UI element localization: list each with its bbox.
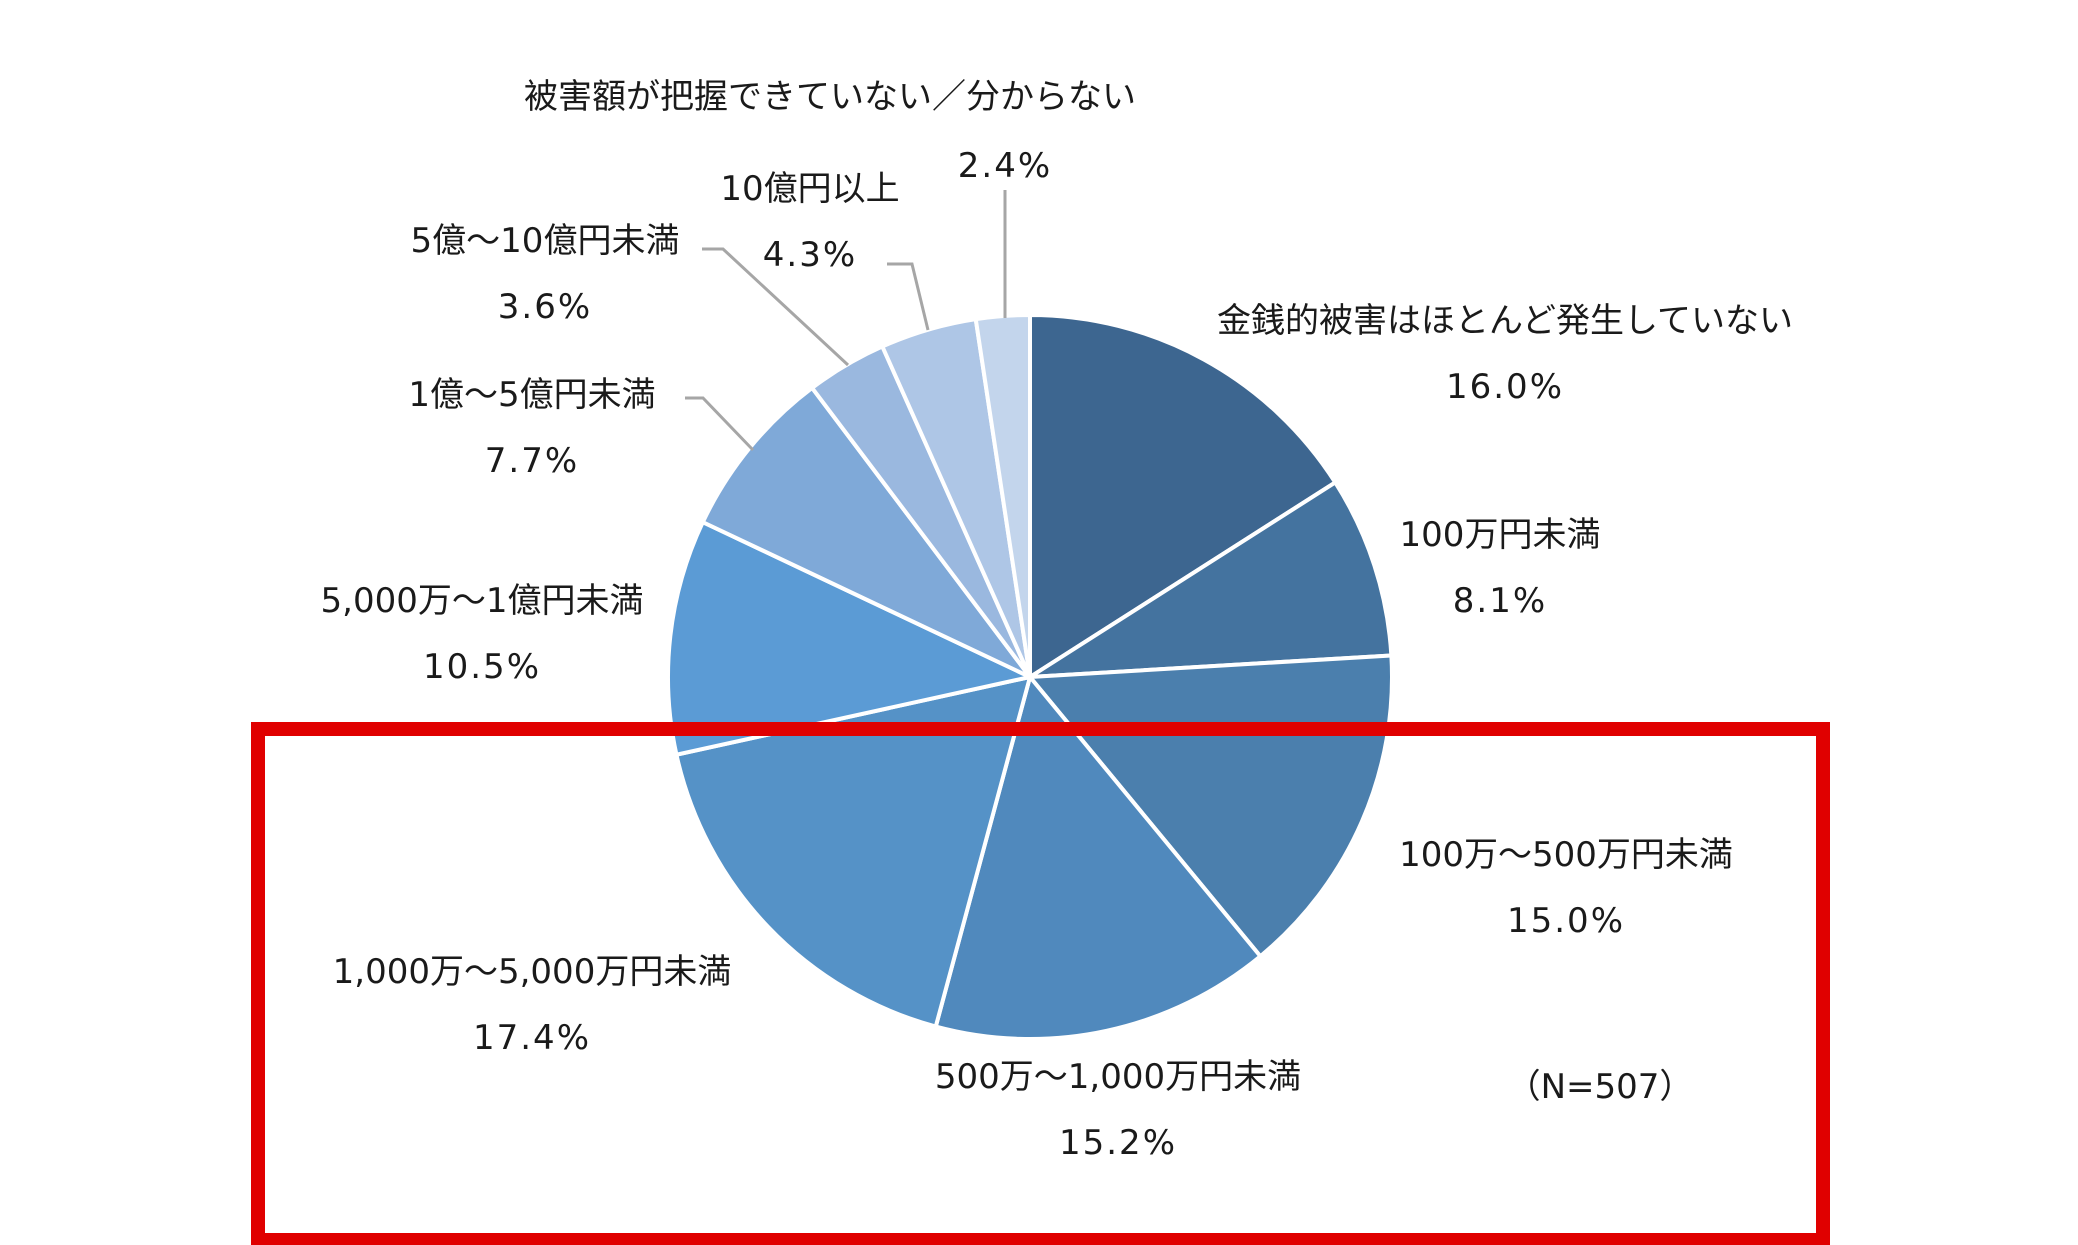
pie-slice (1028, 312, 1339, 681)
slice-value-label: 15.2% (1059, 1123, 1177, 1163)
pie-slice (933, 672, 1264, 1041)
pie-slice (700, 385, 1032, 679)
slice-value-label: 15.0% (1507, 901, 1625, 941)
slice-label: 被害額が把握できていない／分からない (524, 77, 1136, 117)
slice-label: 5,000万～1億円未満 (321, 581, 644, 621)
slice-label: 100万～500万円未満 (1399, 835, 1733, 875)
leader-line (702, 247, 850, 367)
pie-slice (674, 674, 1033, 1029)
slice-label: 500万～1,000万円未満 (935, 1057, 1301, 1097)
highlight-box (251, 722, 1830, 1245)
slice-label: 5億～10億円未満 (411, 221, 680, 261)
slice-value-label: 4.3% (763, 235, 857, 275)
slice-label: 10億円以上 (720, 169, 899, 209)
slice-labels: 金銭的被害はほとんど発生していない 16.0% 100万円未満 8.1% 100万～50… (321, 77, 1793, 1163)
pie-slice (1022, 479, 1394, 680)
leader-line (887, 262, 930, 331)
slice-value-label: 17.4% (473, 1018, 591, 1058)
leader-lines (685, 190, 1007, 452)
slice-value-label: 2.4% (958, 146, 1052, 186)
pie-slices (666, 312, 1394, 1041)
slice-value-label: 10.5% (423, 647, 541, 687)
slice-label: 金銭的被害はほとんど発生していない (1217, 301, 1793, 341)
pie-slice (973, 312, 1032, 678)
slice-value-label: 3.6% (498, 287, 592, 327)
slice-label: 1億～5億円未満 (408, 375, 655, 415)
slice-value-label: 16.0% (1446, 367, 1564, 407)
leader-line (685, 396, 755, 452)
slice-label: 100万円未満 (1400, 515, 1601, 555)
slice-value-label: 7.7% (485, 441, 579, 481)
slice-label: 1,000万～5,000万円未満 (333, 952, 732, 992)
slice-value-label: 8.1% (1453, 581, 1547, 621)
sample-size-note: （N=507） (1507, 1067, 1694, 1107)
